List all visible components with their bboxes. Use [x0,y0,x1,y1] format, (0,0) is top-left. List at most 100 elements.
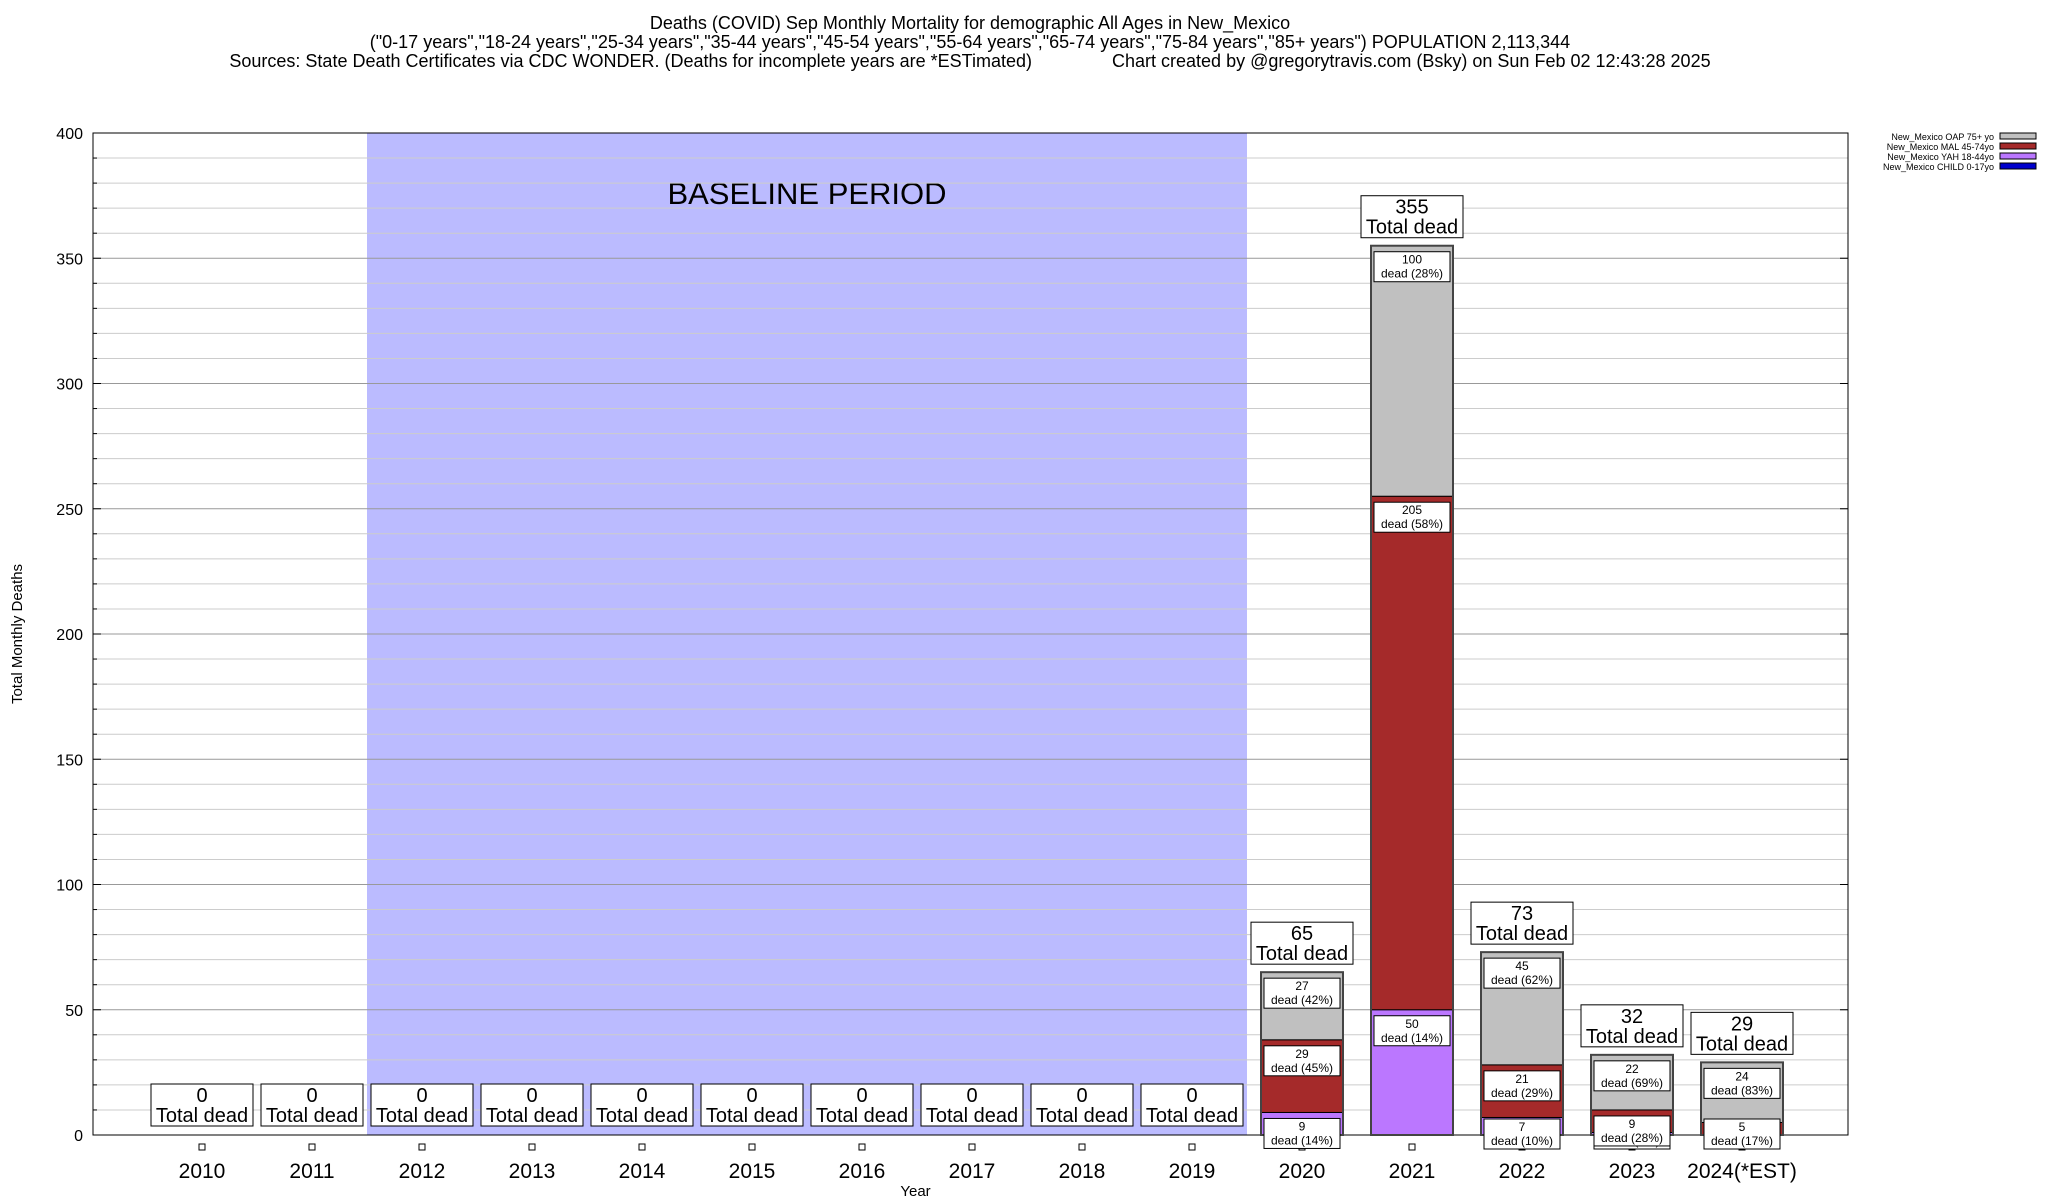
legend-label: New_Mexico MAL 45-74yo [1887,142,1994,152]
segment-label-box [1373,1015,1451,1047]
segment-count-label: 45 [1515,959,1529,973]
x-tick-label: 2015 [729,1160,776,1183]
segment-count-label: 22 [1625,1062,1639,1076]
bar-base-marker [858,1143,866,1151]
segment-label-box [1593,1115,1671,1147]
total-count-label: 0 [1186,1085,1197,1107]
x-tick-label: 2017 [949,1160,996,1183]
total-suffix-label: Total dead [596,1105,688,1127]
segment-label-box [1703,1118,1781,1150]
total-label-box [1690,1011,1794,1055]
bar-segment [1370,245,1454,497]
x-tick-label: 2022 [1499,1160,1546,1183]
bar-segment [1370,495,1454,1011]
bar-base-marker [198,1143,206,1151]
segment-count-label: 7 [1519,1120,1526,1134]
total-suffix-label: Total dead [816,1105,908,1127]
segment-pct-label: dead (58%) [1381,517,1443,531]
segment-pct-label: dead (42%) [1271,993,1333,1007]
bar-base-marker [308,1143,316,1151]
x-tick-label: 2023 [1609,1160,1656,1183]
segment-label-box [1373,251,1451,283]
legend-swatch [1999,162,2037,170]
total-count-label: 0 [416,1085,427,1107]
segment-count-label: 50 [1405,1017,1419,1031]
total-label-box [700,1083,804,1127]
x-tick-label: 2014 [619,1160,666,1183]
total-suffix-label: Total dead [1256,943,1348,965]
total-suffix-label: Total dead [1696,1033,1788,1055]
segment-count-label: 21 [1515,1072,1529,1086]
bar-base-marker [748,1143,756,1151]
segment-count-label: 27 [1295,979,1309,993]
segment-count-label: 9 [1299,1119,1306,1133]
total-label-box [1250,921,1354,965]
segment-label-box [1483,1118,1561,1150]
total-suffix-label: Total dead [1476,923,1568,945]
segment-pct-label: dead (45%) [1271,1061,1333,1075]
segment-pct-label: dead (28%) [1381,267,1443,281]
segment-label-box [1263,977,1341,1009]
total-count-label: 0 [1076,1085,1087,1107]
y-tick-label: 350 [56,251,83,268]
total-suffix-label: Total dead [1586,1026,1678,1048]
y-tick-label: 300 [56,377,83,394]
total-count-label: 0 [196,1085,207,1107]
total-label-box [810,1083,914,1127]
total-count-label: 65 [1291,923,1313,945]
total-label-box [1030,1083,1134,1127]
bar-base-marker [968,1143,976,1151]
bar-base-marker [418,1143,426,1151]
bar-base-marker [1078,1143,1086,1151]
segment-pct-label: dead (14%) [1271,1133,1333,1147]
y-axis-label: Total Monthly Deaths [9,564,26,704]
baseline-label: BASELINE PERIOD [667,176,946,211]
segment-count-label: 9 [1629,1117,1636,1131]
total-count-label: 73 [1511,903,1533,925]
segment-label-box [1483,957,1561,989]
bar-base-marker [1188,1143,1196,1151]
x-tick-label: 2018 [1059,1160,1106,1183]
total-count-label: 0 [636,1085,647,1107]
total-count-label: 32 [1621,1006,1643,1028]
y-tick-label: 150 [56,752,83,769]
segment-pct-label: dead (14%) [1381,1031,1443,1045]
segment-count-label: 5 [1739,1120,1746,1134]
segment-pct-label: dead (69%) [1601,1076,1663,1090]
legend-label: New_Mexico OAP 75+ yo [1891,132,1994,142]
chart-header: Deaths (COVID) Sep Monthly Mortality for… [0,14,1940,71]
legend-label: New_Mexico YAH 18-44yo [1887,152,1994,162]
y-tick-label: 250 [56,502,83,519]
segment-label-box [1373,501,1451,533]
total-count-label: 0 [856,1085,867,1107]
legend-swatch [1999,132,2037,140]
x-tick-label: 2011 [289,1160,334,1183]
total-label-box [920,1083,1024,1127]
x-tick-label: 2010 [179,1160,226,1183]
x-tick-label: 2013 [509,1160,556,1183]
total-label-box [590,1083,694,1127]
segment-pct-label: dead (17%) [1711,1134,1773,1148]
total-suffix-label: Total dead [486,1105,578,1127]
total-label-box [1580,1004,1684,1048]
segment-label-box [1593,1060,1671,1092]
x-tick-label: 2012 [399,1160,446,1183]
segment-pct-label: dead (29%) [1491,1086,1553,1100]
bar-base-marker [1408,1143,1416,1151]
y-tick-label: 50 [65,1003,83,1020]
total-label-box [1360,195,1464,239]
total-count-label: 0 [746,1085,757,1107]
segment-count-label: 24 [1735,1069,1749,1083]
total-count-label: 0 [306,1085,317,1107]
x-tick-label: 2024(*EST) [1687,1160,1797,1183]
total-label-box [260,1083,364,1127]
total-label-box [1470,901,1574,945]
x-tick-label: 2021 [1389,1160,1436,1183]
segment-label-box [1263,1045,1341,1077]
chart-subtitle: ("0-17 years","18-24 years","25-34 years… [369,32,1571,52]
total-suffix-label: Total dead [156,1105,248,1127]
y-tick-label: 100 [56,878,83,895]
bar-outline [1370,244,1454,1137]
x-tick-label: 2016 [839,1160,886,1183]
